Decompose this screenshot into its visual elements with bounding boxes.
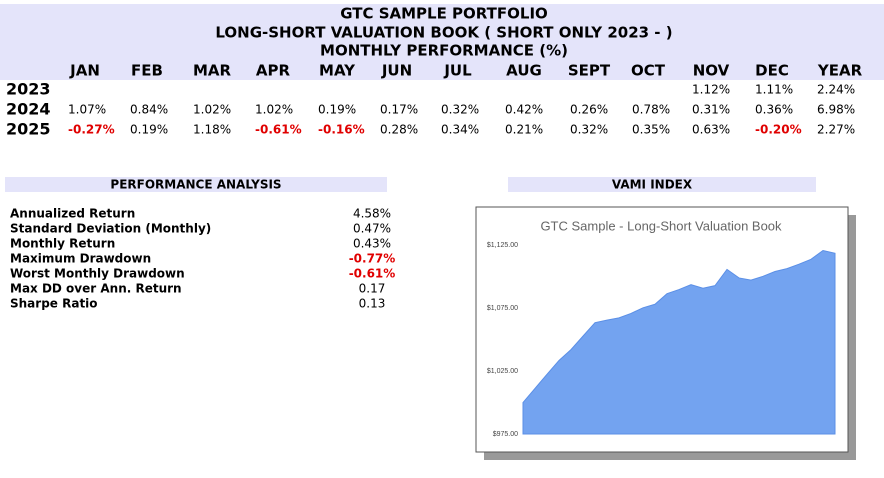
cell: 2.24% <box>817 83 855 97</box>
cell: 0.42% <box>505 103 543 117</box>
section-title: PERFORMANCE ANALYSIS <box>110 178 281 192</box>
column-header: JUN <box>381 62 412 80</box>
metric-label: Worst Monthly Drawdown <box>10 267 185 281</box>
metric-label: Standard Deviation (Monthly) <box>10 222 211 236</box>
cell: 1.18% <box>193 123 231 137</box>
cell: 1.12% <box>692 83 730 97</box>
cell: 0.63% <box>692 123 730 137</box>
metric-label: Maximum Drawdown <box>10 252 151 266</box>
cell: -0.20% <box>755 123 802 137</box>
column-header: MAR <box>193 62 232 80</box>
cell: 0.19% <box>318 103 356 117</box>
column-header: JUL <box>443 62 472 80</box>
cell: 1.11% <box>755 83 793 97</box>
column-header: AUG <box>506 62 542 80</box>
cell: 0.28% <box>380 123 418 137</box>
cell: 0.19% <box>130 123 168 137</box>
y-tick-label: $1,075.00 <box>487 305 518 312</box>
column-header: DEC <box>755 62 789 80</box>
metric-value: 0.47% <box>353 222 391 236</box>
metric-label: Monthly Return <box>10 237 115 251</box>
y-tick-label: $1,125.00 <box>487 242 518 249</box>
cell: -0.27% <box>68 123 115 137</box>
year-label: 2023 <box>6 80 51 99</box>
section-band <box>508 177 816 192</box>
column-header: MAY <box>319 62 356 80</box>
year-label: 2025 <box>6 120 51 139</box>
column-header: JAN <box>69 62 100 80</box>
y-tick-label: $1,025.00 <box>487 368 518 375</box>
metric-value: -0.77% <box>349 252 396 266</box>
chart-title: GTC Sample - Long-Short Valuation Book <box>540 218 782 233</box>
section-title: VAMI INDEX <box>612 178 693 192</box>
cell: 0.17% <box>380 103 418 117</box>
cell: 0.32% <box>570 123 608 137</box>
cell: 0.21% <box>505 123 543 137</box>
section-band <box>5 177 387 192</box>
cell: 1.02% <box>193 103 231 117</box>
cell: 1.07% <box>68 103 106 117</box>
column-header: OCT <box>631 62 666 80</box>
metric-label: Max DD over Ann. Return <box>10 282 182 296</box>
cell: 6.98% <box>817 103 855 117</box>
title: LONG-SHORT VALUATION BOOK ( SHORT ONLY 2… <box>215 24 672 42</box>
metric-value: 4.58% <box>353 207 391 221</box>
cell: 0.32% <box>441 103 479 117</box>
column-header: NOV <box>693 62 730 80</box>
column-header: FEB <box>131 62 163 80</box>
metric-label: Annualized Return <box>10 207 135 221</box>
cell: 1.02% <box>255 103 293 117</box>
metric-value: 0.17 <box>359 282 386 296</box>
cell: 0.84% <box>130 103 168 117</box>
cell: 0.26% <box>570 103 608 117</box>
cell: 0.36% <box>755 103 793 117</box>
column-header: SEPT <box>568 62 611 80</box>
column-header: YEAR <box>817 62 863 80</box>
metric-value: -0.61% <box>349 267 396 281</box>
cell: -0.16% <box>318 123 365 137</box>
metric-value: 0.13 <box>359 297 386 311</box>
column-header: APR <box>256 62 291 80</box>
title: MONTHLY PERFORMANCE (%) <box>320 42 568 60</box>
cell: 0.34% <box>441 123 479 137</box>
y-tick-label: $975.00 <box>493 431 518 438</box>
cell: 2.27% <box>817 123 855 137</box>
title: GTC SAMPLE PORTFOLIO <box>340 5 548 23</box>
header-band <box>0 4 884 80</box>
metric-value: 0.43% <box>353 237 391 251</box>
vami-area <box>522 249 836 435</box>
cell: 0.35% <box>632 123 670 137</box>
cell: -0.61% <box>255 123 302 137</box>
metric-label: Sharpe Ratio <box>10 297 98 311</box>
cell: 0.31% <box>692 103 730 117</box>
cell: 0.78% <box>632 103 670 117</box>
year-label: 2024 <box>6 100 51 119</box>
